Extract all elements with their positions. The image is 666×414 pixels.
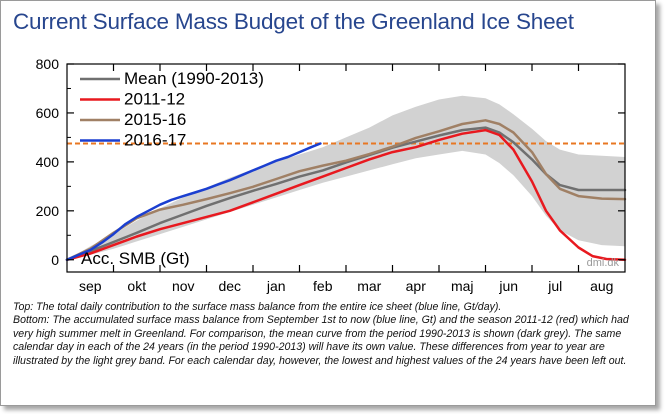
x-tick-label-sep: sep — [79, 278, 102, 294]
x-tick-label-apr: apr — [406, 278, 427, 294]
x-tick-label-maj: maj — [451, 278, 474, 294]
x-tick-label-aug: aug — [590, 278, 613, 294]
page-title: Current Surface Mass Budget of the Green… — [13, 9, 574, 34]
y-tick-label-0: 0 — [51, 252, 59, 268]
figure-frame: Current Surface Mass Budget of the Green… — [0, 0, 656, 406]
watermark: dmi.dk — [587, 257, 620, 269]
series-line-3 — [65, 142, 322, 262]
series-line-1 — [65, 128, 627, 262]
y-tick-label-4: 800 — [36, 56, 60, 72]
smb-chart: 0 200 400 600 800 sep okt nov dec jan feb mar apr maj… — [36, 56, 627, 294]
legend-label-3: 2016-17 — [124, 131, 186, 150]
x-tick-label-jun: jun — [498, 278, 518, 294]
y-tick-label-3: 600 — [36, 105, 60, 121]
y-tick-label-2: 400 — [36, 154, 60, 170]
y-tick-label-1: 200 — [36, 203, 60, 219]
y-axis-label: Acc. SMB (Gt) — [81, 249, 190, 268]
variability-band — [67, 95, 625, 260]
x-tick-label-feb: feb — [313, 278, 333, 294]
x-tick-label-mar: mar — [357, 278, 381, 294]
series-line-2 — [65, 119, 627, 262]
legend-label-2: 2015-16 — [124, 110, 186, 129]
x-tick-label-okt: okt — [127, 278, 146, 294]
figure-caption: Top: The total daily contribution to the… — [13, 301, 649, 368]
legend-label-1: 2011-12 — [124, 90, 185, 109]
x-tick-label-jan: jan — [266, 278, 286, 294]
caption-top: Top: The total daily contribution to the… — [13, 301, 502, 313]
x-tick-label-jul: jul — [547, 278, 562, 294]
caption-bottom: Bottom: The accumulated surface mass bal… — [13, 314, 629, 367]
legend-label-0: Mean (1990-2013) — [124, 69, 264, 88]
x-tick-label-nov: nov — [172, 278, 195, 294]
x-tick-label-dec: dec — [218, 278, 241, 294]
